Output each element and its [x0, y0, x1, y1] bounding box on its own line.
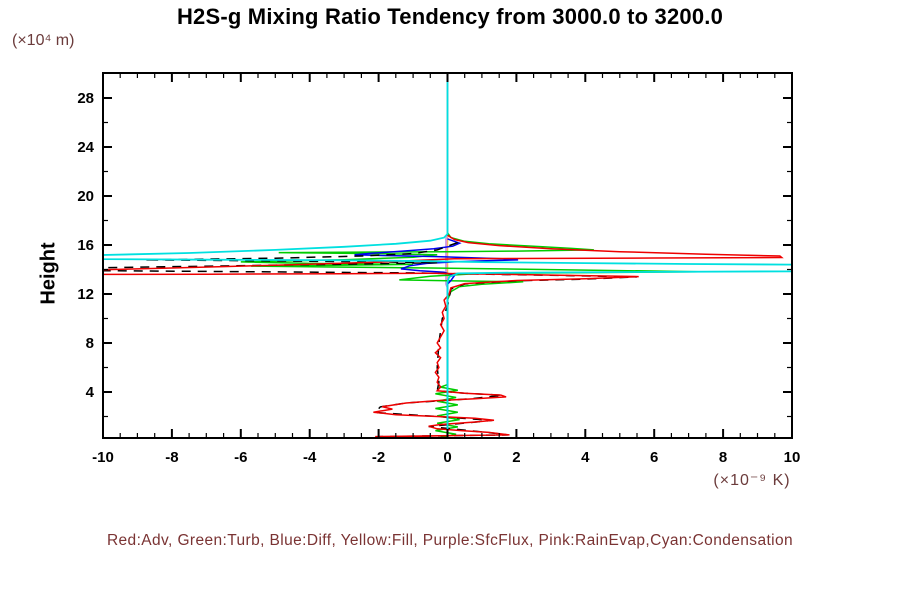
- x-tick-label: -10: [92, 449, 114, 466]
- x-tick-label: -2: [372, 449, 385, 466]
- y-tick-label: 16: [77, 237, 94, 254]
- x-tick-label: 4: [581, 449, 590, 466]
- y-tick-label: 8: [86, 335, 94, 352]
- x-tick-label: -6: [234, 449, 247, 466]
- y-tick-label: 28: [77, 90, 94, 107]
- x-tick-label: -8: [165, 449, 178, 466]
- y-tick-label: 24: [77, 139, 94, 156]
- x-tick-label: 10: [784, 449, 801, 466]
- x-tick-label: 0: [443, 449, 451, 466]
- y-tick-label: 4: [86, 384, 95, 401]
- y-tick-label: 12: [77, 286, 94, 303]
- x-tick-label: 6: [650, 449, 658, 466]
- y-axis-unit-label: (×10⁴ m): [12, 32, 75, 49]
- y-tick-label: 20: [77, 188, 94, 205]
- x-tick-label: 2: [512, 449, 520, 466]
- x-tick-label: 8: [719, 449, 727, 466]
- chart-title: H2S-g Mixing Ratio Tendency from 3000.0 …: [176, 4, 724, 29]
- x-axis-unit-label: (×10⁻⁹ K): [713, 472, 791, 489]
- x-tick-label: -4: [303, 449, 317, 466]
- series-condensation: [102, 73, 793, 438]
- legend-caption: Red:Adv, Green:Turb, Blue:Diff, Yellow:F…: [106, 532, 794, 549]
- series-adv: [102, 234, 784, 438]
